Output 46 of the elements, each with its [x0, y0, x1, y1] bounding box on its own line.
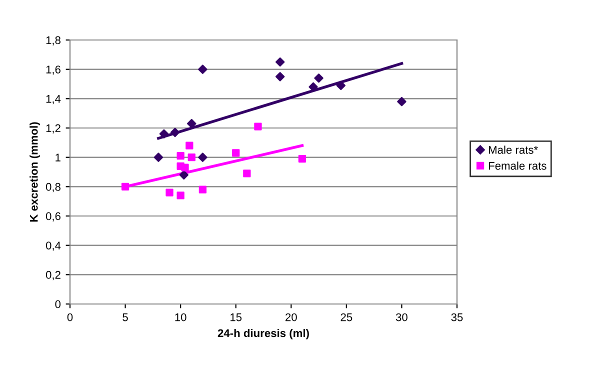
point — [314, 74, 324, 83]
x-tick-label: 10 — [175, 313, 186, 322]
y-tick-label: 0 — [55, 300, 61, 308]
x-tick-label: 5 — [122, 313, 128, 322]
point — [176, 152, 184, 160]
y-tick-label: 0,8 — [46, 182, 60, 192]
y-tick-label: 1,6 — [46, 66, 60, 75]
x-tick-label: 15 — [230, 313, 242, 322]
point — [243, 170, 251, 178]
x-tick-label: 20 — [286, 313, 297, 322]
point — [170, 128, 180, 138]
point — [254, 122, 262, 130]
y-axis-title: K excretion (mmol) — [30, 122, 40, 222]
y-tick-label: 0,6 — [46, 212, 60, 222]
legend-label: Female rats — [488, 162, 546, 170]
point — [397, 96, 406, 106]
point — [275, 72, 285, 82]
point — [186, 142, 194, 150]
x-tick-label: 0 — [67, 313, 73, 322]
x-axis-title: 24-h diuresis (ml) — [218, 328, 309, 340]
point — [198, 64, 208, 74]
point — [121, 182, 130, 190]
point — [181, 164, 189, 172]
point — [298, 154, 306, 163]
y-tick-label: 1 — [56, 154, 60, 162]
point — [166, 188, 174, 196]
x-tick-label: 30 — [396, 313, 408, 322]
point — [198, 186, 207, 194]
y-tick-label: 0,4 — [46, 242, 61, 251]
y-tick-label: 0,2 — [46, 270, 60, 280]
y-tick-label: 1,8 — [46, 36, 60, 46]
legend-label: Male rats* — [488, 146, 538, 154]
point — [154, 152, 164, 162]
y-tick-label: 1,4 — [46, 95, 61, 104]
point — [336, 80, 346, 90]
point — [179, 170, 189, 180]
y-tick-label: 1,2 — [46, 124, 60, 134]
point — [188, 154, 196, 162]
x-tick-label: 25 — [340, 313, 352, 322]
point — [187, 118, 196, 128]
point — [275, 57, 285, 67]
x-tick-label: 35 — [451, 313, 463, 322]
point — [232, 149, 240, 157]
point — [198, 152, 208, 162]
point — [176, 192, 184, 200]
point — [159, 129, 169, 138]
